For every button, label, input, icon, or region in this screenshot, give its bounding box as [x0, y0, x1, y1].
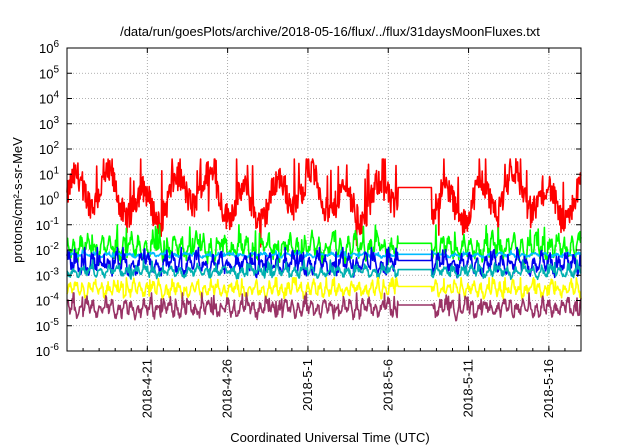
y-tick-label: 104 [39, 90, 59, 107]
y-tick-label: 100 [39, 191, 59, 208]
x-tick-label: 2018-4-26 [220, 359, 235, 418]
y-tick-label: 10-3 [36, 266, 60, 283]
y-tick-label: 10-6 [36, 342, 60, 359]
series-line-6 [66, 276, 582, 301]
chart-title: /data/run/goesPlots/archive/2018-05-16/f… [120, 24, 540, 39]
y-tick-label: 101 [39, 165, 59, 182]
x-tick-label: 2018-5-16 [541, 359, 556, 418]
y-tick-label: 10-1 [36, 216, 60, 233]
series-line-1 [66, 158, 582, 248]
x-tick-label: 2018-4-21 [139, 359, 154, 418]
y-tick-label: 105 [39, 64, 59, 81]
series-line-2 [66, 224, 582, 266]
y-tick-label: 102 [39, 140, 59, 157]
x-tick-label: 2018-5-6 [380, 359, 395, 411]
y-tick-label: 10-5 [36, 317, 60, 334]
x-tick-label: 2018-5-11 [461, 359, 476, 417]
y-tick-label: 10-2 [36, 241, 60, 258]
y-axis-label: protons/cm²-s-sr-MeV [10, 137, 25, 263]
y-axis: 10-6 10-5 10-4 10-3 10-2 10-1 100 101 102 103 104 1… [36, 39, 581, 359]
series-line-5 [66, 259, 582, 281]
y-tick-label: 10-4 [36, 292, 60, 309]
y-tick-label: 106 [39, 39, 59, 56]
x-axis-label: Coordinated Universal Time (UTC) [230, 430, 429, 445]
x-axis: 2018-4-21 2018-4-26 2018-5-1 2018-5-6 2018-5… [82, 48, 566, 418]
series-layer [66, 158, 582, 322]
series-line-7 [66, 292, 582, 322]
x-tick-label: 2018-5-1 [300, 359, 315, 411]
y-tick-label: 103 [39, 115, 59, 132]
